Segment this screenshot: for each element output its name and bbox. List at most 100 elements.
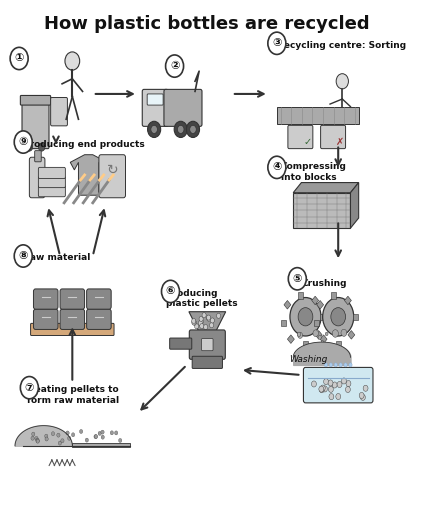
- Bar: [317, 301, 323, 309]
- Text: ⑤: ⑤: [293, 274, 302, 284]
- Bar: [298, 292, 303, 298]
- Circle shape: [318, 335, 321, 339]
- Circle shape: [98, 432, 101, 435]
- Circle shape: [187, 121, 200, 138]
- Bar: [331, 292, 336, 298]
- Text: ②: ②: [170, 61, 179, 71]
- Text: Recycling centre: Sorting: Recycling centre: Sorting: [277, 41, 406, 50]
- Circle shape: [36, 439, 39, 443]
- Circle shape: [207, 315, 210, 320]
- Circle shape: [45, 437, 48, 441]
- Circle shape: [298, 332, 303, 338]
- Circle shape: [190, 125, 196, 134]
- Text: Washing: Washing: [289, 355, 327, 364]
- FancyBboxPatch shape: [35, 151, 41, 162]
- Circle shape: [288, 268, 306, 290]
- Circle shape: [194, 324, 199, 329]
- Circle shape: [192, 318, 196, 324]
- Circle shape: [304, 347, 309, 352]
- FancyBboxPatch shape: [147, 94, 163, 105]
- Circle shape: [71, 433, 75, 437]
- FancyBboxPatch shape: [189, 330, 225, 359]
- Circle shape: [332, 330, 339, 337]
- Circle shape: [349, 363, 352, 367]
- Circle shape: [334, 363, 337, 367]
- Circle shape: [202, 313, 206, 318]
- Circle shape: [316, 347, 321, 353]
- Circle shape: [204, 325, 208, 330]
- FancyBboxPatch shape: [87, 289, 111, 309]
- FancyBboxPatch shape: [33, 309, 58, 329]
- FancyBboxPatch shape: [288, 125, 313, 148]
- Text: ③: ③: [272, 38, 281, 48]
- FancyBboxPatch shape: [39, 177, 65, 187]
- Polygon shape: [15, 425, 72, 446]
- FancyBboxPatch shape: [60, 289, 84, 309]
- Text: ①: ①: [14, 53, 24, 63]
- Text: ⑨: ⑨: [19, 137, 28, 147]
- Circle shape: [210, 318, 214, 323]
- Circle shape: [336, 74, 349, 89]
- Circle shape: [35, 436, 38, 440]
- Circle shape: [210, 323, 213, 328]
- Circle shape: [207, 316, 211, 321]
- Circle shape: [148, 121, 161, 138]
- Circle shape: [39, 143, 45, 151]
- FancyBboxPatch shape: [320, 125, 346, 148]
- Circle shape: [290, 297, 321, 336]
- Circle shape: [165, 55, 184, 77]
- Circle shape: [119, 438, 122, 442]
- Circle shape: [326, 351, 329, 355]
- FancyBboxPatch shape: [39, 186, 65, 197]
- Circle shape: [329, 394, 334, 400]
- Circle shape: [329, 363, 333, 367]
- FancyBboxPatch shape: [22, 100, 49, 148]
- Bar: [303, 341, 308, 347]
- Text: ↻: ↻: [107, 163, 118, 177]
- Circle shape: [331, 308, 346, 326]
- Circle shape: [198, 321, 203, 326]
- Circle shape: [199, 319, 204, 324]
- Bar: [353, 314, 358, 320]
- Circle shape: [61, 439, 64, 443]
- Circle shape: [332, 382, 337, 388]
- FancyBboxPatch shape: [192, 356, 223, 369]
- Circle shape: [20, 376, 39, 399]
- Text: Compressing
into blocks: Compressing into blocks: [281, 162, 347, 182]
- Circle shape: [115, 431, 118, 435]
- Circle shape: [66, 431, 69, 435]
- Circle shape: [346, 380, 351, 387]
- FancyBboxPatch shape: [202, 338, 213, 351]
- Bar: [288, 335, 294, 344]
- Circle shape: [320, 385, 325, 391]
- Bar: [336, 341, 341, 347]
- FancyBboxPatch shape: [72, 443, 129, 447]
- FancyBboxPatch shape: [39, 167, 65, 179]
- Circle shape: [305, 354, 309, 358]
- Circle shape: [298, 308, 313, 326]
- Circle shape: [297, 332, 301, 336]
- Circle shape: [346, 387, 350, 393]
- Circle shape: [344, 363, 347, 367]
- Circle shape: [320, 387, 324, 393]
- Polygon shape: [293, 193, 350, 228]
- Circle shape: [321, 349, 327, 356]
- Circle shape: [31, 436, 34, 440]
- Circle shape: [36, 438, 39, 442]
- Circle shape: [342, 378, 346, 384]
- Text: Raw material: Raw material: [23, 253, 90, 263]
- Text: ④: ④: [272, 162, 281, 173]
- Bar: [281, 320, 286, 326]
- Circle shape: [94, 435, 97, 439]
- Circle shape: [323, 379, 329, 385]
- Circle shape: [68, 436, 71, 440]
- Circle shape: [45, 434, 48, 438]
- Bar: [284, 301, 291, 309]
- Text: Heating pellets to
form raw material: Heating pellets to form raw material: [27, 385, 120, 404]
- Circle shape: [360, 394, 365, 400]
- Circle shape: [317, 351, 321, 357]
- Bar: [320, 335, 327, 344]
- Circle shape: [174, 121, 187, 138]
- Text: ⑦: ⑦: [25, 382, 34, 393]
- Circle shape: [162, 280, 180, 303]
